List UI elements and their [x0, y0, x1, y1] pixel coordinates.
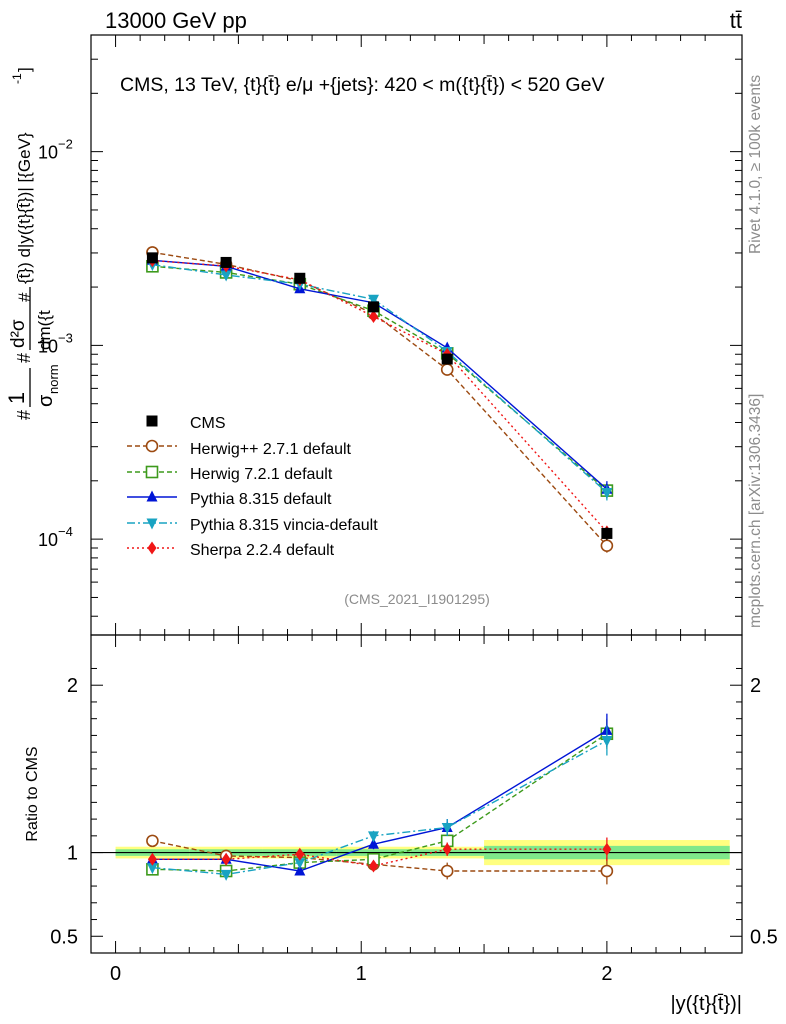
ratio-point: [220, 869, 232, 881]
legend-marker: [147, 541, 157, 555]
main-y-tick-label-1e-3: 10 −3: [38, 330, 73, 356]
ratio-right-tick-label: 0.5: [750, 926, 778, 948]
legend-label-cms: CMS: [190, 415, 226, 432]
series-point: [220, 270, 232, 282]
ratio-point: [368, 831, 380, 843]
legend-marker-cms: [146, 415, 158, 427]
ratio-y-tick-label: 0.5: [50, 926, 78, 948]
y-label-hash: #: [15, 292, 34, 302]
ratio-point: [146, 834, 159, 848]
ratio-point: [147, 852, 157, 866]
y-label-one: 1: [4, 392, 29, 404]
data-point: [601, 527, 613, 539]
y-tick-base: 10: [38, 530, 58, 550]
series-point: [600, 539, 614, 552]
y-label-norm: norm: [46, 364, 61, 394]
y-axis-label: # 1 σ norm # d²σ dm({t # {t̄}) d|y({t}{t…: [4, 67, 61, 420]
legend-label-vincia: Pythia 8.315 vincia-default: [190, 517, 378, 534]
data-point: [146, 252, 158, 264]
x-tick-label: 0: [110, 963, 121, 985]
legend-markers: [127, 415, 177, 555]
legend-marker: [145, 439, 159, 453]
series-point: [601, 488, 613, 500]
data-point: [441, 353, 453, 365]
ratio-line-3: [152, 739, 608, 876]
ratio-point: [294, 864, 306, 876]
y-label-hash: #: [14, 410, 34, 420]
series-line-1: [152, 265, 608, 492]
y-tick-exp: −4: [58, 524, 73, 539]
y-tick-base: 10: [38, 143, 58, 163]
x-tick-label: 2: [601, 963, 612, 985]
series-line-0: [152, 251, 608, 547]
y-label-dm: dm({t: [35, 310, 54, 350]
main-series-layer: [146, 246, 614, 553]
ratio-point: [368, 837, 380, 849]
ratio-point: [146, 863, 158, 875]
ratio-point: [442, 842, 452, 856]
legend-marker: [146, 490, 158, 502]
data-point: [294, 272, 306, 284]
series-point: [368, 294, 380, 306]
legend-label-herwigpp: Herwig++ 2.7.1 default: [190, 441, 352, 458]
ratio-point: [441, 822, 453, 834]
ratio-point: [294, 858, 306, 870]
legend-marker: [145, 465, 159, 479]
data-point: [220, 256, 232, 268]
mcplots-label: mcplots.cern.ch [arXiv:1306.3436]: [747, 394, 764, 628]
header-left: 13000 GeV pp: [105, 8, 247, 33]
legend: CMS Herwig++ 2.7.1 default Herwig 7.2.1 …: [127, 415, 378, 559]
y-label-d2sigma: d²σ: [8, 319, 29, 348]
ratio-point: [440, 864, 454, 878]
legend-label-pythia: Pythia 8.315 default: [190, 491, 332, 508]
ratio-axis-ticks: [91, 635, 742, 953]
y-label-sigma: σ: [35, 394, 57, 407]
ratio-point: [221, 852, 231, 866]
y-label-rest: {t̄}) d|y({t}{t̄})| [{GeV}: [15, 132, 34, 284]
header-right: tt̄: [730, 8, 742, 33]
series-point: [369, 309, 379, 323]
x-tick-label: 1: [356, 963, 367, 985]
main-axis-ticks: [91, 34, 742, 635]
ratio-point: [602, 842, 612, 856]
y-tick-exp: −3: [58, 330, 73, 345]
legend-label-herwig7: Herwig 7.2.1 default: [190, 466, 333, 483]
legend-label-sherpa: Sherpa 2.2.4 default: [190, 542, 335, 559]
ratio-y-tick-label: 1: [67, 843, 78, 865]
ratio-right-tick-label: 2: [750, 675, 761, 697]
y-label-exp: -1: [10, 73, 24, 84]
rivet-version-label: Rivet 4.1.0, ≥ 100k events: [747, 75, 764, 254]
ratio-y-tick-label: 2: [67, 675, 78, 697]
legend-marker: [146, 518, 158, 530]
ratio-point: [295, 847, 305, 861]
plot-title: CMS, 13 TeV, {t}{t̄} e/μ +{jets}: 420 < …: [120, 74, 604, 96]
series-line-4: [152, 259, 608, 533]
ratio-line-4: [152, 848, 607, 867]
main-y-tick-label-1e-2: 10 −2: [38, 137, 73, 163]
y-label-hash: #: [14, 353, 34, 363]
y-tick-base: 10: [38, 336, 58, 356]
analysis-tag: (CMS_2021_I1901295): [344, 591, 490, 607]
ratio-point: [601, 735, 613, 747]
ratio-line-1: [152, 733, 608, 872]
y-label-close: ]: [15, 67, 34, 72]
ratio-series-layer: [146, 713, 614, 885]
ratio-point: [369, 859, 379, 873]
x-axis-label: |y({t}{t̄})|: [670, 993, 742, 1015]
series-line-3: [152, 263, 608, 494]
ratio-point: [600, 864, 614, 878]
y-tick-exp: −2: [58, 137, 73, 152]
data-point: [368, 301, 380, 313]
series-point: [440, 363, 454, 376]
main-y-tick-label-1e-4: 10 −4: [38, 524, 73, 550]
ratio-y-axis-label: Ratio to CMS: [24, 746, 41, 841]
ratio-plot-frame: [90, 634, 743, 954]
